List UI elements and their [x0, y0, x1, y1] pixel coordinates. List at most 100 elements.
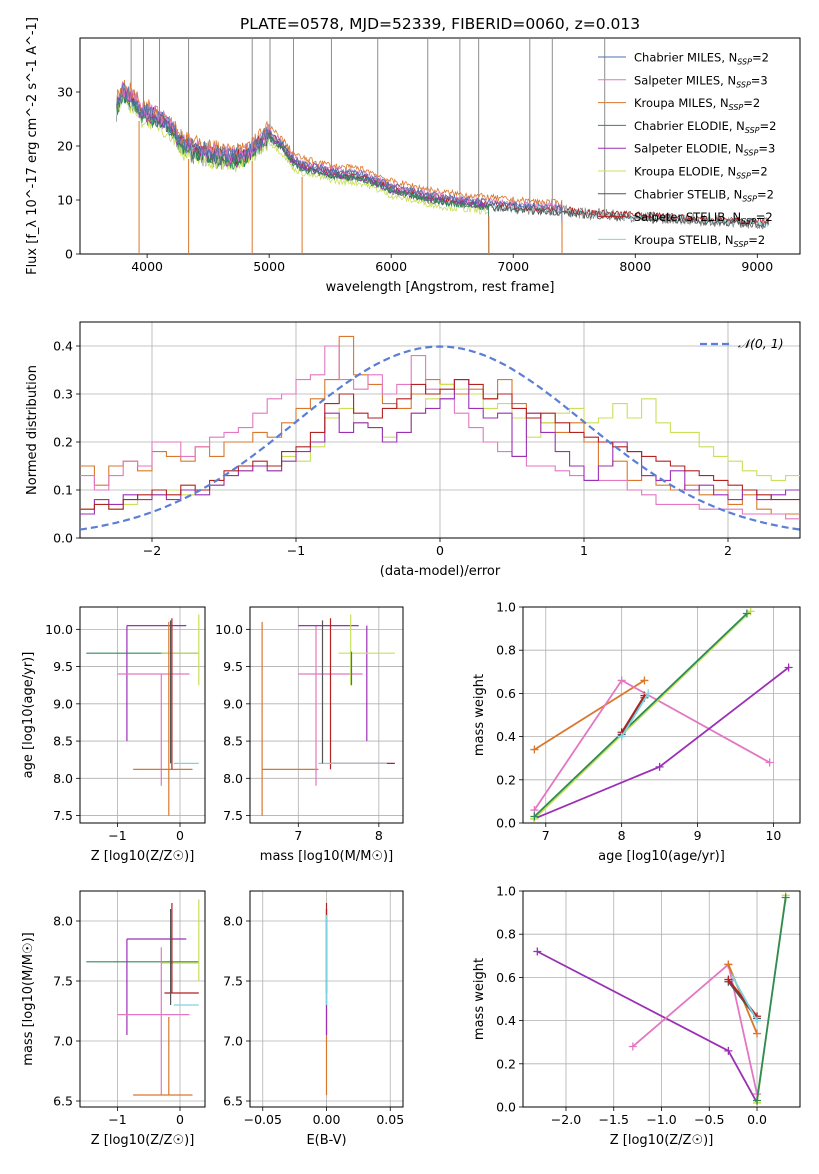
- x-tick-label: −2: [143, 543, 161, 558]
- plus-marker: [753, 1029, 762, 1038]
- plus-marker: [628, 1042, 637, 1051]
- y-tick-label: 8.0: [223, 914, 243, 929]
- lines-massweight-vs-Z: [533, 891, 790, 1107]
- x-tick-label: 9000: [741, 259, 773, 274]
- axes-spectrum: 4000 5000 6000 7000 8000 9000 0 10 20 30 wavelengt…: [25, 17, 801, 295]
- x-tick-label: 8: [375, 828, 383, 843]
- legend-entry-name: Kroupa ELODIE, N: [634, 165, 736, 179]
- y-tick-label: 0.4: [496, 729, 516, 744]
- x-tick-label: 0: [176, 1112, 184, 1127]
- y-tick-label: 20: [57, 139, 73, 154]
- figure-title: PLATE=0578, MJD=52339, FIBERID=0060, z=0…: [240, 15, 640, 33]
- legend-entry-sub: SSP: [737, 58, 752, 67]
- plus-marker: [530, 812, 539, 821]
- y-tick-label: 10.0: [45, 622, 73, 637]
- legend-entry-name: Chabrier ELODIE, N: [634, 119, 745, 133]
- axes-frame: [249, 606, 404, 824]
- axes-frame: [522, 606, 801, 824]
- x-tick-label: 8000: [619, 259, 651, 274]
- y-tick-label: 7.5: [223, 808, 243, 823]
- legend-entry-nssp: =3: [758, 142, 775, 156]
- model-spectrum-line: [116, 79, 563, 254]
- y-tick-label: 0.2: [53, 435, 73, 450]
- legend-entry-sub: SSP: [736, 80, 751, 89]
- y-tick-label: 7.0: [223, 1034, 243, 1049]
- y-tick-label: 8.5: [53, 734, 73, 749]
- x-tick-label: −1.5: [599, 1112, 629, 1127]
- y-tick-label: 0.0: [53, 531, 73, 546]
- axes-residuals: −2 −1 0 1 2 0.0 0.1 0.2 0.3 0.4 (data-model)/error…: [25, 321, 801, 579]
- y-tick-label: 0: [65, 247, 73, 262]
- plus-marker: [530, 745, 539, 754]
- y-tick-label: 0.8: [496, 927, 516, 942]
- x-axis-label: Z [log10(Z/Z☉)]: [610, 1133, 714, 1148]
- y-tick-label: 0.6: [496, 970, 516, 985]
- mass-weight-line: [533, 679, 771, 811]
- plus-marker: [533, 947, 542, 956]
- legend-entry: Salpeter ELODIE, NSSP=3: [634, 142, 775, 158]
- y-tick-label: 7.5: [223, 974, 243, 989]
- x-tick-label: 7: [542, 828, 550, 843]
- x-tick-label: 2: [724, 543, 732, 558]
- model-spectrum-line: [116, 81, 563, 254]
- mass-weight-line: [620, 695, 646, 733]
- plus-marker: [617, 676, 626, 685]
- mass-weight-line: [732, 976, 758, 1022]
- y-tick-label: 9.5: [53, 659, 73, 674]
- y-tick-label: 0.1: [53, 483, 73, 498]
- y-axis-label: Flux [f_λ 10^-17 erg cm^-2 s^-1 A^-1]: [25, 17, 40, 275]
- legend-entry-nssp: =2: [757, 187, 774, 201]
- y-tick-label: 10: [57, 193, 73, 208]
- legend-entry: Chabrier STELIB, NSSP=2: [634, 187, 774, 203]
- y-tick-label: 7.5: [53, 974, 73, 989]
- y-tick-label: 0.4: [496, 1013, 516, 1028]
- y-tick-label: 0.4: [53, 339, 73, 354]
- x-axis-label: wavelength [Angstrom, rest frame]: [326, 280, 555, 295]
- legend-entry-name: Chabrier MILES, N: [634, 51, 737, 65]
- plus-marker: [644, 689, 653, 698]
- legend-entry-nssp: =2: [748, 233, 765, 247]
- axes-frame: [249, 890, 404, 1108]
- plus-marker: [729, 973, 738, 982]
- axes-mass-vs-Z: −1 0 6.5 7.0 7.5 8.0 Z [log10(Z/Z☉)] mass [log1…: [21, 890, 206, 1148]
- x-tick-label: 0: [436, 543, 444, 558]
- x-tick-label: 0.0: [747, 1112, 767, 1127]
- legend-entry: Salpeter STELIB, NSSP=2: [634, 210, 773, 226]
- y-tick-label: 30: [57, 85, 73, 100]
- y-tick-label: 0.0: [496, 816, 516, 831]
- segments-age-vs-mass: [261, 614, 395, 816]
- x-tick-label: −1: [108, 1112, 126, 1127]
- legend-entry-sub: SSP: [742, 194, 757, 203]
- x-tick-label: −0.5: [694, 1112, 724, 1127]
- y-tick-label: 8.0: [223, 771, 243, 786]
- x-axis-label: Z [log10(Z/Z☉)]: [91, 1133, 195, 1148]
- model-spectrum-line: [116, 91, 490, 254]
- y-axis-label: mass weight: [472, 674, 487, 756]
- y-axis-label: age [log10(age/yr)]: [21, 652, 36, 779]
- mass-weight-line: [632, 962, 758, 1095]
- legend-entry-nssp: =3: [751, 73, 768, 87]
- x-tick-label: 0: [176, 828, 184, 843]
- legend-entry-name: Chabrier STELIB, N: [634, 187, 742, 201]
- legend-entry-sub: SSP: [741, 217, 756, 226]
- legend-entry-sub: SSP: [734, 240, 749, 249]
- plus-marker: [765, 758, 774, 767]
- x-tick-label: 10: [765, 828, 781, 843]
- y-tick-label: 0.0: [496, 1100, 516, 1115]
- legend-entry-sub: SSP: [744, 149, 759, 158]
- plus-marker: [724, 960, 733, 969]
- normal-legend-label: 𝒩(0, 1): [738, 336, 784, 351]
- plus-marker: [753, 1016, 762, 1025]
- model-spectrum-line: [116, 82, 563, 254]
- x-axis-label: (data-model)/error: [380, 564, 501, 579]
- y-tick-label: 0.2: [496, 772, 516, 787]
- axes-age-vs-mass: 7 8 7.5 8.0 8.5 9.0 9.5 10.0 mass [log10(M/M☉)]: [215, 606, 404, 864]
- y-tick-label: 8.5: [223, 734, 243, 749]
- mass-weight-line: [756, 897, 787, 1101]
- legend-entry: Salpeter MILES, NSSP=3: [634, 73, 768, 89]
- legend-entry-sub: SSP: [729, 103, 744, 112]
- y-tick-label: 8.0: [53, 914, 73, 929]
